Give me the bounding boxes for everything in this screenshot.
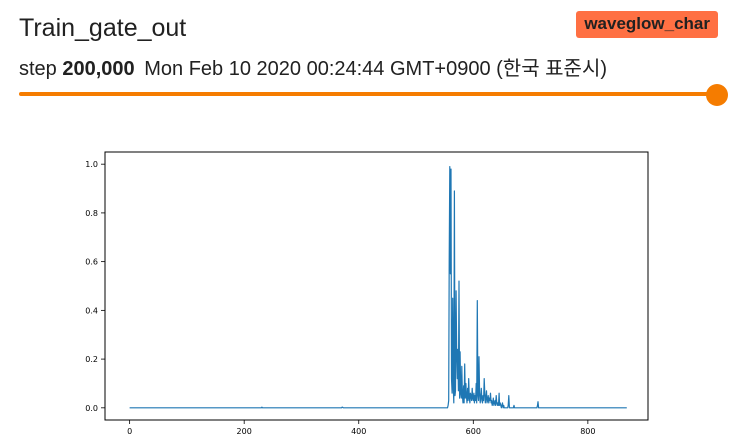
y-tick-label: 1.0 — [85, 160, 98, 169]
run-badge: waveglow_char — [576, 11, 718, 38]
step-value: 200,000 — [62, 58, 135, 80]
step-slider-thumb[interactable] — [706, 84, 728, 106]
y-tick-label: 0.8 — [85, 209, 98, 218]
x-tick-label: 600 — [466, 427, 481, 436]
card-header: Train_gate_out waveglow_char step 200,00… — [0, 0, 731, 110]
axes-frame — [104, 151, 649, 421]
x-tick-label: 800 — [580, 427, 595, 436]
y-tick-label: 0.6 — [85, 258, 98, 267]
step-slider-track[interactable] — [19, 92, 719, 96]
series-line — [129, 165, 627, 409]
gate-out-chart: 0 200 400 600 800 0.0 0.2 0.4 0.6 0.8 1.0 — [85, 151, 649, 436]
y-tick-label: 0.0 — [85, 404, 98, 413]
plot-area: 0 200 400 600 800 0.0 0.2 0.4 0.6 0.8 1.0 — [0, 110, 731, 442]
x-tick-label: 0 — [127, 427, 132, 436]
x-tick-label: 400 — [351, 427, 366, 436]
timestamp: Mon Feb 10 2020 00:24:44 GMT+0900 (한국 표준… — [144, 58, 608, 80]
step-prefix: step — [19, 58, 57, 80]
x-tick-label: 200 — [237, 427, 252, 436]
y-tick-label: 0.2 — [85, 355, 98, 364]
card-title: Train_gate_out — [19, 14, 187, 42]
step-line: step 200,000 Mon Feb 10 2020 00:24:44 GM… — [19, 52, 607, 81]
y-tick-label: 0.4 — [85, 306, 98, 315]
